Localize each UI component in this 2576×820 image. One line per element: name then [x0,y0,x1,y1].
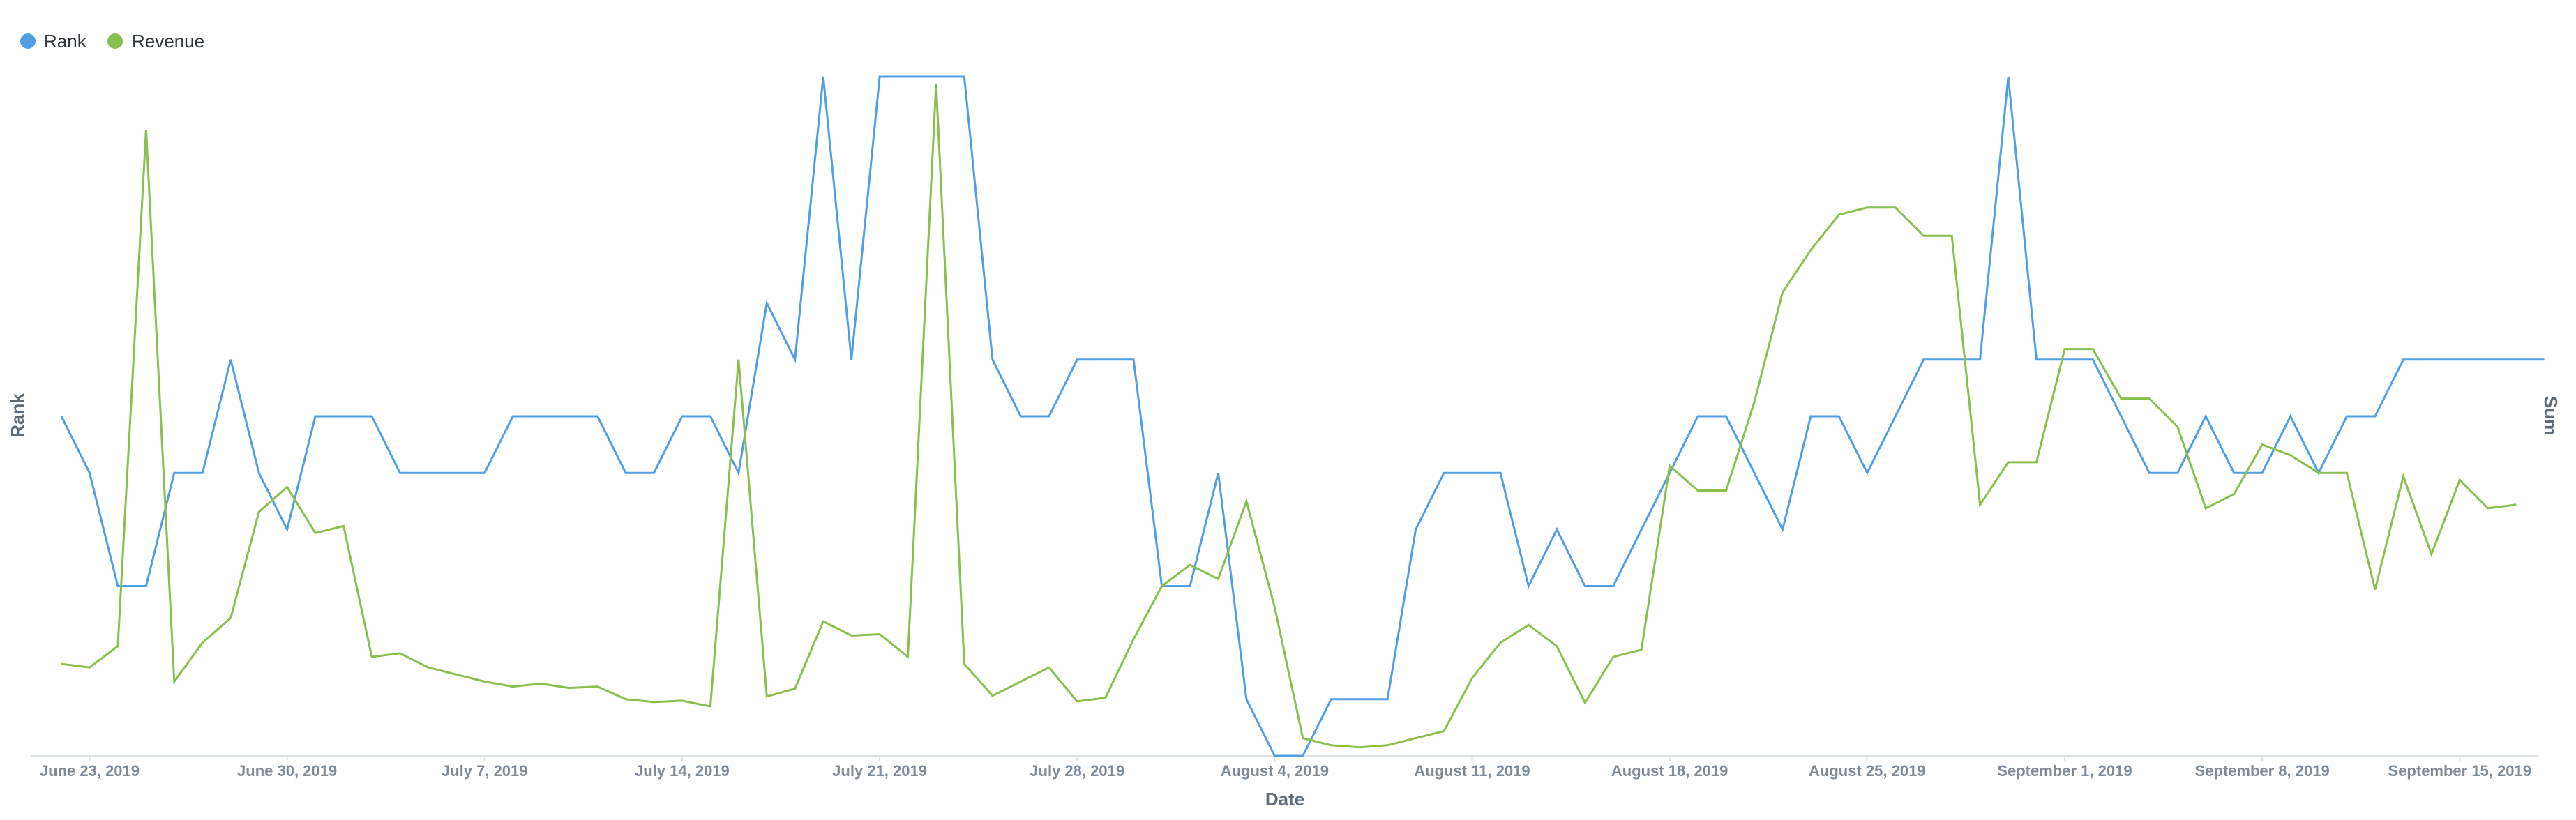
x-axis-tick-labels: June 23, 2019 June 30, 2019 July 7, 2019 Ju… [40,762,2531,780]
x-tick-label-9: August 25, 2019 [1809,762,1926,780]
legend-item-revenue[interactable]: Revenue [107,31,204,52]
legend-swatch-rank [20,33,36,49]
series-line-rank[interactable] [60,75,2545,757]
x-tick-label-2: July 7, 2019 [442,762,528,780]
x-tick-label-5: July 28, 2019 [1030,762,1124,780]
x-tick-label-11: September 8, 2019 [2194,762,2329,780]
y-axis-title-left: Rank [7,393,28,438]
legend-label-rank: Rank [44,31,87,52]
series-layer [60,75,2545,757]
x-tick-label-12: September 15, 2019 [2388,762,2531,780]
x-tick-label-0: June 23, 2019 [40,762,140,780]
x-tick-label-6: August 4, 2019 [1221,762,1329,780]
x-tick-label-8: August 18, 2019 [1611,762,1728,780]
x-tick-label-10: September 1, 2019 [1997,762,2132,780]
x-axis-title: Date [1265,789,1304,810]
y-axis-title-right: Sum [2540,396,2561,435]
x-tick-label-7: August 11, 2019 [1414,762,1530,780]
x-axis-ticks [89,756,2461,761]
x-tick-label-3: July 14, 2019 [635,762,730,780]
x-tick-label-1: June 30, 2019 [237,762,337,780]
x-tick-label-4: July 21, 2019 [832,762,927,780]
legend-swatch-revenue [107,33,123,49]
legend-label-revenue: Revenue [132,31,204,52]
series-line-revenue[interactable] [61,84,2517,749]
legend: Rank Revenue [20,31,204,52]
legend-item-rank[interactable]: Rank [20,31,87,52]
